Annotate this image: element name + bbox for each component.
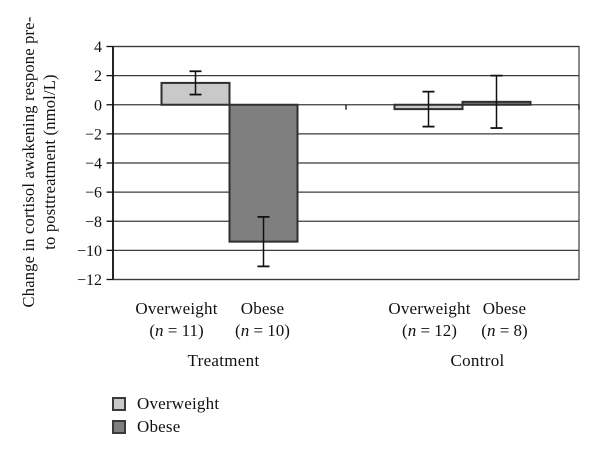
y-tick-label: 4 — [94, 39, 102, 56]
x-label-control-overweight: Overweight — [388, 299, 470, 318]
x-label-control-obese: Obese — [483, 299, 526, 318]
legend-label-obese: Obese — [137, 417, 181, 436]
x-label-treatment-obese: Obese — [241, 299, 284, 318]
y-tick-label: 0 — [94, 97, 102, 114]
legend-item-overweight: Overweight — [112, 394, 219, 414]
legend: Overweight Obese — [112, 394, 219, 437]
group-label-treatment: Treatment — [188, 351, 260, 370]
y-tick-label: −10 — [77, 243, 102, 260]
y-axis-title-line1: Change in cortisol awakening respone pre… — [19, 16, 38, 308]
y-tick-label: 2 — [94, 68, 102, 85]
y-axis-title-line2: to posttreatment (nmol/L) — [40, 74, 59, 250]
legend-swatch-obese-icon — [112, 420, 126, 434]
x-label-treatment-overweight: Overweight — [135, 299, 217, 318]
x-label-n-treatment-overweight: (n = 11) — [149, 321, 203, 340]
y-tick-label: −6 — [85, 185, 102, 202]
y-tick-label: −8 — [85, 214, 102, 231]
x-label-n-treatment-obese: (n = 10) — [235, 321, 290, 340]
legend-label-overweight: Overweight — [137, 394, 220, 413]
y-tick-label: −2 — [85, 126, 102, 143]
legend-item-obese: Obese — [112, 417, 219, 437]
x-label-n-control-overweight: (n = 12) — [402, 321, 457, 340]
y-axis-title: Change in cortisol awakening respone pre… — [18, 0, 62, 372]
y-tick-label: −12 — [77, 272, 102, 289]
x-label-n-control-obese: (n = 8) — [481, 321, 527, 340]
group-label-control: Control — [450, 351, 504, 370]
y-tick-label: −4 — [85, 156, 102, 173]
legend-swatch-overweight-icon — [112, 397, 126, 411]
